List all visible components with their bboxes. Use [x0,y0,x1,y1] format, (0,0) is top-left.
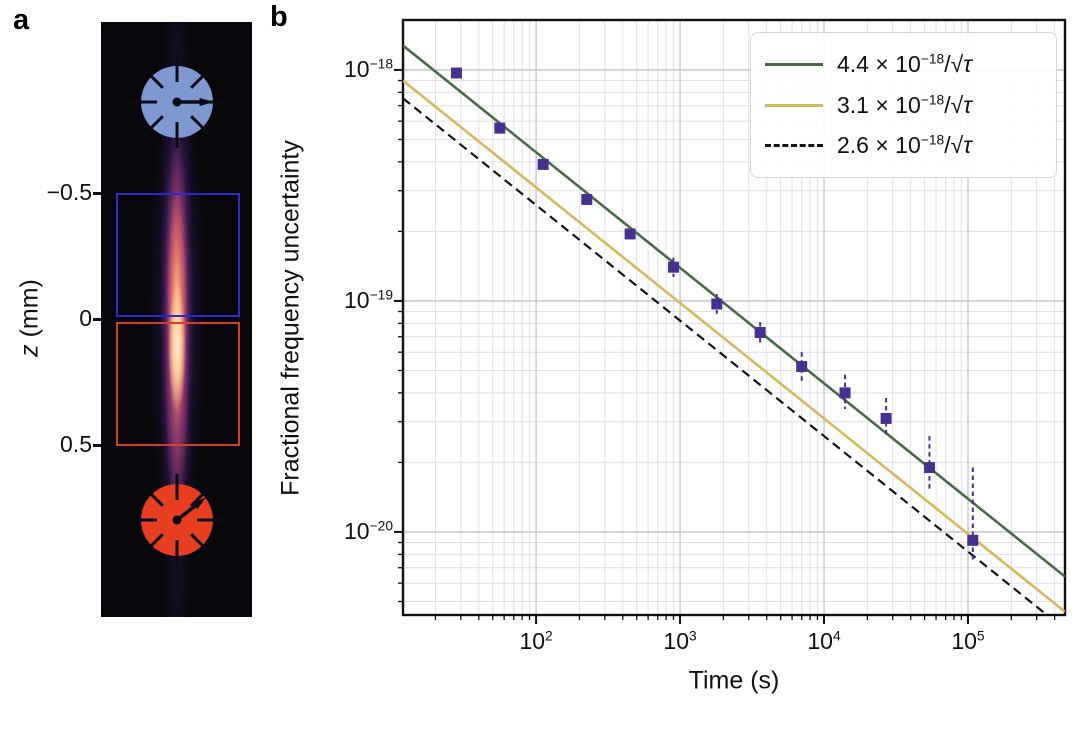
data-point [839,387,851,399]
panel-b-label: b [270,1,288,33]
x-tick-label: 104 [807,628,841,654]
upper-clock-tick [190,68,211,89]
z-tick-label: −0.5 [46,179,92,205]
data-point [754,327,766,339]
fit-line [403,44,1065,578]
y-tick-label: 10−19 [344,286,393,313]
legend-item: 4.4 × 10−18/√τ [765,51,1042,78]
z-tick-label: 0.5 [60,431,92,457]
data-point [711,298,723,310]
data-point [624,228,636,240]
y-tick-exp: −20 [369,518,393,534]
data-point [667,261,679,273]
data-points [450,67,979,546]
upper-clock-tick [143,115,164,136]
legend-label-tau: τ [963,50,972,77]
legend-item: 3.1 × 10−18/√τ [765,92,1042,119]
z-tick-label: 0 [79,305,92,331]
upper-clock-tick [190,115,211,136]
legend-line-sample [765,144,823,148]
data-point [450,67,462,79]
upper-clock-pivot [172,97,182,107]
x-axis-title: Time (s) [688,666,780,695]
panel-a-label: a [13,4,30,36]
lower-region-box [116,322,240,446]
atom-cloud-panel [101,22,252,617]
x-tick-exp: 3 [689,628,697,644]
plot-frame [401,18,1067,617]
x-tick-exp: 2 [545,628,553,644]
data-point [880,412,892,424]
upper-clock-hand-arrow [199,97,214,107]
legend-label-tau: τ [963,91,972,118]
z-tick-mark [93,444,101,447]
legend-label: 3.1 × 10−18/√τ [837,91,972,118]
x-tick-label: 105 [951,628,985,654]
legend-label: 4.4 × 10−18/√τ [837,50,972,77]
legend-label-exp: −18 [920,132,945,148]
data-point [581,193,593,205]
lower-clock-pivot [172,515,182,525]
y-tick-label: 10−20 [344,517,393,544]
legend-line-sample [765,103,823,107]
y-tick-exp: −19 [369,287,393,303]
fit-line [403,97,1048,615]
lower-clock-tick [143,533,164,554]
y-axis-title: Fractional frequency uncertainty [276,140,305,496]
upper-clock-icon [131,56,223,149]
legend-label-exp: −18 [920,91,945,107]
legend-line-sample [765,62,823,66]
z-tick-mark [93,192,101,195]
lower-clock-tick [190,533,211,554]
legend-label: 2.6 × 10−18/√τ [837,132,972,159]
upper-clock-tick [143,68,164,89]
grid-minor [403,20,1065,615]
lower-clock-icon [131,474,223,567]
x-tick-exp: 4 [832,628,841,644]
legend-label-tau: τ [963,132,972,159]
legend-label-exp: −18 [920,51,945,67]
data-point [494,122,506,134]
legend: 4.4 × 10−18/√τ 3.1 × 10−18/√τ 2.6 × 10−18/… [750,32,1057,178]
legend-item: 2.6 × 10−18/√τ [765,132,1042,159]
y-tick-label: 10−18 [344,55,393,82]
fit-lines [403,44,1065,615]
upper-region-box [116,193,240,317]
lower-clock-tick [143,486,164,508]
x-tick-exp: 5 [976,628,985,644]
y-tick-exp: −18 [369,56,393,72]
x-tick-label: 102 [519,628,553,654]
data-point [537,158,549,170]
data-point [796,361,808,373]
fit-line [403,79,1065,613]
x-tick-label: 103 [663,628,697,654]
lower-clock-hand-arrow [192,497,207,510]
data-point [967,534,979,546]
z-tick-mark [93,318,101,321]
data-point [923,462,935,474]
